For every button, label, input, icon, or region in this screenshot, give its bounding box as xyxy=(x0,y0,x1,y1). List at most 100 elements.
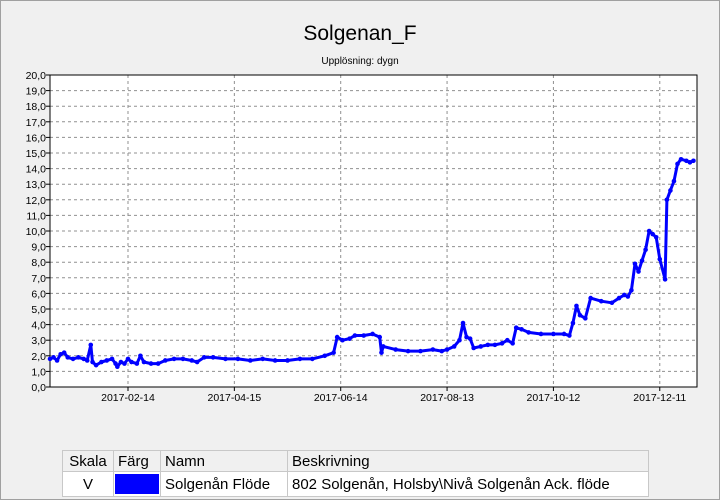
legend-row[interactable]: V Solgenån Flöde 802 Solgenån, Holsby\Ni… xyxy=(62,471,649,497)
data-point xyxy=(675,161,680,167)
data-point xyxy=(70,356,76,362)
data-point xyxy=(622,292,627,298)
data-point xyxy=(499,341,505,346)
legend-color-swatch xyxy=(115,474,159,494)
data-point xyxy=(180,356,186,362)
data-point xyxy=(513,325,519,331)
data-point xyxy=(598,298,604,304)
legend-row-skala: V xyxy=(62,471,114,497)
data-point xyxy=(90,359,95,365)
x-tick-label: 2017-06-14 xyxy=(314,392,368,404)
y-tick-label: 17,0 xyxy=(26,117,47,129)
data-point xyxy=(464,334,469,340)
data-point xyxy=(430,347,436,352)
series-line xyxy=(49,157,695,369)
data-point xyxy=(577,312,583,318)
data-point xyxy=(370,331,375,337)
data-point xyxy=(643,247,648,253)
data-point xyxy=(138,353,143,359)
data-point xyxy=(51,355,56,360)
data-point xyxy=(109,356,115,362)
data-point xyxy=(54,358,60,363)
chart-title: Solgenan_F xyxy=(303,22,417,45)
y-tick-label: 20,0 xyxy=(26,70,47,82)
data-point xyxy=(260,356,266,362)
data-point xyxy=(322,353,328,359)
data-point xyxy=(331,350,336,355)
data-point xyxy=(141,359,147,365)
data-point xyxy=(352,333,358,338)
data-point xyxy=(632,261,638,267)
data-point xyxy=(129,359,134,365)
data-point xyxy=(639,258,645,263)
data-point xyxy=(361,333,367,338)
data-point xyxy=(684,158,689,164)
data-point xyxy=(526,330,531,335)
data-point xyxy=(189,358,195,363)
data-point xyxy=(162,358,168,363)
series-group xyxy=(47,156,696,370)
data-point xyxy=(347,336,352,341)
data-point xyxy=(583,316,588,321)
data-point xyxy=(285,358,290,363)
data-point xyxy=(194,359,200,365)
data-point xyxy=(485,342,491,348)
data-point xyxy=(125,356,131,362)
y-tick-label: 16,0 xyxy=(26,132,47,144)
data-point xyxy=(148,361,154,366)
data-point xyxy=(636,269,641,274)
legend-header-beskrivning: Beskrivning xyxy=(287,450,649,472)
x-tick-label: 2017-08-13 xyxy=(420,392,474,404)
y-tick-label: 7,0 xyxy=(31,273,46,285)
data-point xyxy=(379,350,384,355)
y-tick-label: 2,0 xyxy=(31,351,46,363)
data-point xyxy=(93,362,99,368)
data-point xyxy=(609,300,615,306)
data-point xyxy=(478,344,484,349)
y-tick-label: 1,0 xyxy=(31,366,46,378)
data-point xyxy=(115,364,120,370)
y-tick-label: 4,0 xyxy=(31,320,46,332)
data-point xyxy=(467,336,473,341)
data-point xyxy=(505,337,510,343)
data-point xyxy=(439,348,445,354)
data-point xyxy=(687,160,693,165)
data-point xyxy=(134,361,140,366)
legend-row-beskrivning: 802 Solgenån, Holsby\Nivå Solgenån Ack. … xyxy=(287,471,649,497)
y-tick-label: 6,0 xyxy=(31,288,46,300)
data-point xyxy=(272,358,278,363)
data-point xyxy=(104,358,110,363)
legend-table: Skala Färg Namn Beskrivning V Solgenån F… xyxy=(62,450,649,497)
legend-row-color xyxy=(113,471,161,497)
legend-header-row: Skala Färg Namn Beskrivning xyxy=(62,450,649,472)
data-point xyxy=(88,342,94,348)
y-tick-label: 10,0 xyxy=(26,226,47,238)
data-point xyxy=(99,359,104,365)
y-tick-label: 14,0 xyxy=(26,164,47,176)
legend-header-farg: Färg xyxy=(113,450,161,472)
data-point xyxy=(201,355,207,360)
data-point xyxy=(570,320,576,326)
data-point xyxy=(646,228,652,234)
chart-subtitle: Upplösning: dygn xyxy=(321,56,399,67)
data-point xyxy=(58,351,63,357)
y-tick-label: 3,0 xyxy=(31,335,46,347)
data-point xyxy=(588,295,593,301)
data-point xyxy=(668,188,673,193)
line-chart: 0,0 1,0 2,0 3,0 4,0 5,0 6,0 7,0 8,0 9,0 10,0 11,0 12… xyxy=(26,70,698,404)
data-point xyxy=(122,361,127,366)
legend-row-namn: Solgenån Flöde xyxy=(160,471,288,497)
data-point xyxy=(662,277,668,282)
data-point xyxy=(567,333,572,338)
x-tick-label: 2017-12-11 xyxy=(633,392,686,404)
data-point xyxy=(629,287,634,293)
plot-border xyxy=(49,74,698,388)
legend-header-skala: Skala xyxy=(62,450,114,472)
data-point xyxy=(310,356,315,362)
data-point xyxy=(418,348,423,354)
data-point xyxy=(334,334,340,340)
y-tick-label: 15,0 xyxy=(26,148,47,160)
data-point xyxy=(340,337,345,343)
data-point xyxy=(210,355,216,360)
data-point xyxy=(81,356,86,362)
